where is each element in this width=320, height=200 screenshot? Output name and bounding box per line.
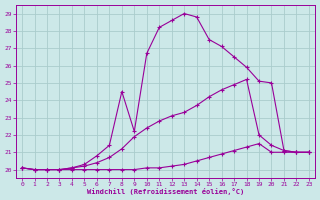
X-axis label: Windchill (Refroidissement éolien,°C): Windchill (Refroidissement éolien,°C) [87,188,244,195]
